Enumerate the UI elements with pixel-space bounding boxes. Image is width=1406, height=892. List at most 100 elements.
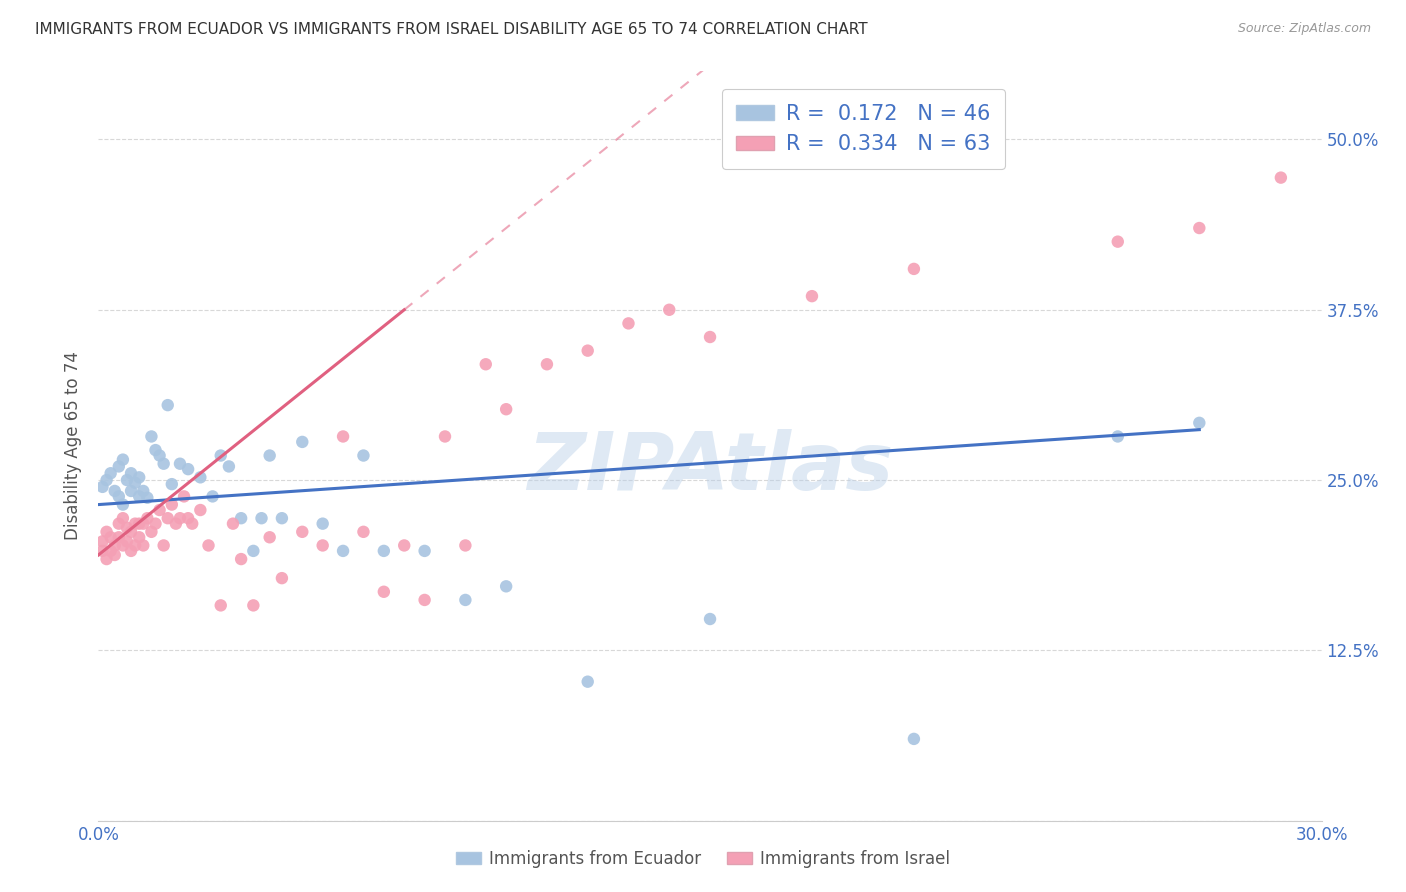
Point [136, 491, 159, 505]
Point [91, 544, 114, 558]
Point [141, 524, 163, 539]
Point [434, 429, 457, 443]
Point [218, 459, 240, 474]
Point [259, 449, 281, 463]
Point [132, 483, 155, 498]
Point [91, 480, 114, 494]
Point [145, 443, 167, 458]
Point [413, 544, 436, 558]
Point [149, 503, 172, 517]
Point [108, 459, 131, 474]
Point [120, 467, 142, 481]
Point [242, 544, 264, 558]
Point [454, 593, 477, 607]
Point [124, 516, 146, 531]
Point [373, 584, 395, 599]
Point [1188, 416, 1211, 430]
Point [115, 521, 138, 535]
Point [128, 516, 150, 531]
Point [96, 473, 118, 487]
Point [132, 516, 155, 531]
Point [495, 579, 517, 593]
Point [108, 490, 131, 504]
Point [413, 593, 436, 607]
Point [1188, 221, 1211, 235]
Point [259, 530, 281, 544]
Point [1107, 429, 1129, 443]
Point [801, 289, 824, 303]
Point [120, 483, 142, 498]
Point [1107, 235, 1129, 249]
Point [111, 452, 134, 467]
Text: IMMIGRANTS FROM ECUADOR VS IMMIGRANTS FROM ISRAEL DISABILITY AGE 65 TO 74 CORREL: IMMIGRANTS FROM ECUADOR VS IMMIGRANTS FR… [35, 22, 868, 37]
Point [160, 498, 183, 512]
Point [699, 330, 721, 344]
Point [91, 534, 114, 549]
Point [197, 538, 219, 552]
Legend: R =  0.172   N = 46, R =  0.334   N = 63: R = 0.172 N = 46, R = 0.334 N = 63 [721, 89, 1005, 169]
Point [373, 544, 395, 558]
Point [141, 429, 163, 443]
Point [128, 470, 150, 484]
Point [312, 538, 335, 552]
Point [209, 599, 232, 613]
Point [242, 599, 264, 613]
Point [111, 511, 134, 525]
Point [160, 477, 183, 491]
Text: Source: ZipAtlas.com: Source: ZipAtlas.com [1237, 22, 1371, 36]
Point [124, 538, 146, 552]
Point [173, 490, 195, 504]
Y-axis label: Disability Age 65 to 74: Disability Age 65 to 74 [65, 351, 83, 541]
Point [352, 449, 374, 463]
Point [181, 516, 204, 531]
Point [231, 511, 253, 525]
Point [291, 524, 314, 539]
Point [177, 511, 200, 525]
Point [454, 538, 477, 552]
Point [100, 467, 122, 481]
Point [111, 538, 134, 552]
Point [474, 357, 498, 371]
Point [156, 511, 179, 525]
Point [270, 511, 294, 525]
Point [124, 475, 146, 490]
Point [392, 538, 416, 552]
Point [250, 511, 273, 525]
Point [1270, 170, 1292, 185]
Point [100, 544, 122, 558]
Point [104, 548, 127, 562]
Point [104, 538, 127, 552]
Point [145, 516, 167, 531]
Point [617, 317, 640, 331]
Point [291, 434, 314, 449]
Point [108, 516, 131, 531]
Point [495, 402, 517, 417]
Point [312, 516, 335, 531]
Point [128, 530, 150, 544]
Point [120, 544, 142, 558]
Point [332, 429, 354, 443]
Point [120, 524, 142, 539]
Point [100, 530, 122, 544]
Point [576, 343, 599, 358]
Text: ZIPAtlas: ZIPAtlas [527, 429, 893, 508]
Point [699, 612, 721, 626]
Point [576, 674, 599, 689]
Point [169, 511, 191, 525]
Point [270, 571, 294, 585]
Point [132, 538, 155, 552]
Point [165, 516, 187, 531]
Point [231, 552, 253, 566]
Point [222, 516, 245, 531]
Point [115, 534, 138, 549]
Legend: Immigrants from Ecuador, Immigrants from Israel: Immigrants from Ecuador, Immigrants from… [450, 844, 956, 875]
Point [115, 473, 138, 487]
Point [903, 261, 925, 276]
Point [201, 490, 224, 504]
Point [108, 530, 131, 544]
Point [111, 498, 134, 512]
Point [209, 449, 232, 463]
Point [177, 462, 200, 476]
Point [156, 398, 179, 412]
Point [169, 457, 191, 471]
